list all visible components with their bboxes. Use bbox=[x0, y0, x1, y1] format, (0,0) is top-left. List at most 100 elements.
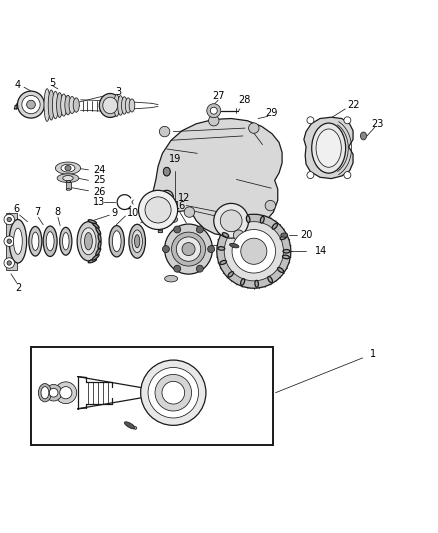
Ellipse shape bbox=[121, 97, 127, 114]
PathPatch shape bbox=[145, 118, 282, 236]
Ellipse shape bbox=[129, 99, 135, 112]
Ellipse shape bbox=[218, 247, 225, 250]
Ellipse shape bbox=[233, 222, 237, 228]
Ellipse shape bbox=[98, 233, 101, 242]
Ellipse shape bbox=[81, 228, 96, 255]
Circle shape bbox=[7, 239, 11, 244]
Ellipse shape bbox=[125, 98, 131, 113]
Ellipse shape bbox=[114, 94, 120, 116]
Text: 2: 2 bbox=[16, 283, 22, 293]
Ellipse shape bbox=[46, 232, 54, 251]
Text: 17: 17 bbox=[218, 239, 230, 249]
Ellipse shape bbox=[281, 233, 288, 237]
Circle shape bbox=[155, 375, 191, 411]
Ellipse shape bbox=[66, 189, 71, 190]
Circle shape bbox=[138, 190, 178, 230]
Circle shape bbox=[174, 226, 181, 233]
Ellipse shape bbox=[44, 88, 50, 122]
Ellipse shape bbox=[220, 261, 226, 264]
Ellipse shape bbox=[103, 97, 117, 114]
Ellipse shape bbox=[27, 100, 35, 109]
Ellipse shape bbox=[55, 162, 81, 174]
Text: 15: 15 bbox=[239, 242, 251, 252]
Ellipse shape bbox=[246, 216, 250, 223]
Ellipse shape bbox=[272, 223, 277, 229]
Ellipse shape bbox=[85, 232, 92, 250]
Ellipse shape bbox=[360, 132, 367, 140]
Circle shape bbox=[220, 210, 242, 232]
Text: 22: 22 bbox=[347, 100, 359, 110]
Ellipse shape bbox=[113, 231, 121, 252]
Ellipse shape bbox=[160, 190, 173, 204]
Ellipse shape bbox=[312, 123, 346, 173]
Ellipse shape bbox=[228, 272, 233, 277]
Circle shape bbox=[174, 265, 181, 272]
Bar bbox=[158, 210, 162, 232]
Text: 10: 10 bbox=[127, 208, 139, 218]
Text: 8: 8 bbox=[54, 207, 60, 216]
Circle shape bbox=[4, 236, 14, 246]
Ellipse shape bbox=[172, 232, 205, 266]
Circle shape bbox=[7, 217, 11, 222]
Ellipse shape bbox=[39, 384, 51, 402]
Text: 14: 14 bbox=[315, 246, 327, 256]
Ellipse shape bbox=[88, 220, 96, 223]
Circle shape bbox=[162, 246, 170, 253]
Circle shape bbox=[159, 126, 170, 137]
Ellipse shape bbox=[134, 426, 137, 429]
Text: 11: 11 bbox=[150, 208, 162, 218]
Ellipse shape bbox=[163, 193, 171, 201]
Ellipse shape bbox=[165, 224, 212, 274]
Ellipse shape bbox=[230, 244, 239, 248]
Ellipse shape bbox=[9, 220, 27, 263]
Ellipse shape bbox=[255, 280, 258, 287]
Ellipse shape bbox=[280, 235, 286, 240]
Circle shape bbox=[344, 117, 351, 124]
Circle shape bbox=[214, 204, 249, 238]
Circle shape bbox=[207, 104, 221, 118]
Ellipse shape bbox=[48, 90, 54, 120]
Text: 4: 4 bbox=[15, 80, 21, 90]
Ellipse shape bbox=[18, 91, 45, 118]
Text: 29: 29 bbox=[265, 108, 277, 118]
Text: 6: 6 bbox=[14, 204, 20, 214]
Circle shape bbox=[233, 230, 244, 240]
Circle shape bbox=[307, 117, 314, 124]
Ellipse shape bbox=[134, 235, 140, 248]
Ellipse shape bbox=[53, 91, 58, 119]
Ellipse shape bbox=[316, 129, 341, 167]
Ellipse shape bbox=[63, 232, 69, 250]
Ellipse shape bbox=[14, 228, 22, 254]
Circle shape bbox=[232, 230, 276, 273]
Ellipse shape bbox=[69, 96, 75, 114]
Text: 23: 23 bbox=[372, 119, 384, 129]
Bar bbox=[66, 182, 71, 189]
Circle shape bbox=[224, 222, 283, 281]
Ellipse shape bbox=[98, 240, 101, 249]
Ellipse shape bbox=[92, 222, 99, 228]
PathPatch shape bbox=[304, 117, 353, 179]
Ellipse shape bbox=[163, 167, 170, 176]
Ellipse shape bbox=[77, 222, 100, 261]
Ellipse shape bbox=[283, 255, 290, 259]
Ellipse shape bbox=[278, 268, 283, 272]
Ellipse shape bbox=[41, 386, 49, 399]
Text: 26: 26 bbox=[93, 187, 106, 197]
Ellipse shape bbox=[165, 216, 178, 223]
Text: 16: 16 bbox=[174, 201, 186, 212]
Ellipse shape bbox=[165, 276, 178, 282]
Text: 5: 5 bbox=[49, 78, 56, 88]
Ellipse shape bbox=[63, 175, 73, 181]
Ellipse shape bbox=[22, 95, 40, 114]
Ellipse shape bbox=[61, 94, 67, 116]
Circle shape bbox=[46, 384, 62, 401]
Text: 12: 12 bbox=[178, 193, 191, 203]
Circle shape bbox=[307, 172, 314, 179]
Ellipse shape bbox=[73, 98, 79, 112]
Ellipse shape bbox=[65, 166, 71, 171]
Ellipse shape bbox=[240, 279, 245, 285]
Circle shape bbox=[4, 214, 14, 225]
Text: 19: 19 bbox=[170, 154, 182, 164]
Ellipse shape bbox=[57, 174, 79, 182]
Ellipse shape bbox=[268, 277, 272, 282]
